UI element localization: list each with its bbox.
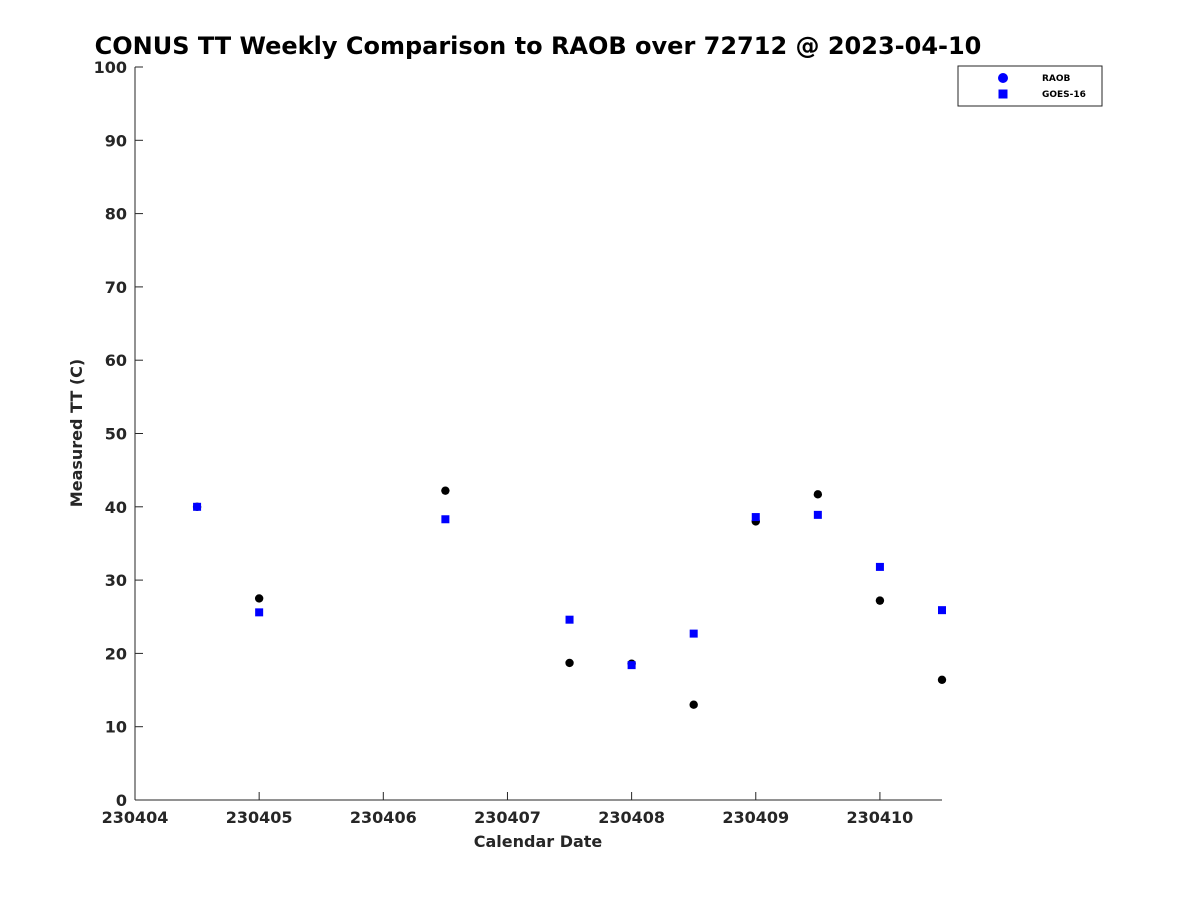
point-goes-16 bbox=[751, 513, 760, 522]
x-tick-label: 230404 bbox=[102, 808, 169, 827]
point-goes-16 bbox=[255, 608, 264, 617]
y-tick-label: 50 bbox=[105, 425, 127, 444]
x-tick-label: 230405 bbox=[226, 808, 293, 827]
y-ticks: 0 10 20 30 40 50 60 70 80 90 100 bbox=[94, 58, 143, 810]
x-tick-label: 230408 bbox=[598, 808, 665, 827]
y-tick-label: 70 bbox=[105, 278, 127, 297]
y-tick-label: 80 bbox=[105, 205, 127, 224]
legend-marker-goes16 bbox=[998, 89, 1008, 99]
axes bbox=[134, 67, 942, 801]
x-tick-label: 230409 bbox=[722, 808, 789, 827]
point-raob bbox=[689, 700, 698, 709]
data-points bbox=[192, 486, 947, 709]
point-goes-16 bbox=[193, 502, 202, 511]
y-axis-label: Measured TT (C) bbox=[67, 359, 86, 507]
legend: RAOB GOES-16 bbox=[957, 65, 1103, 107]
point-goes-16 bbox=[813, 510, 822, 519]
point-goes-16 bbox=[441, 515, 450, 524]
y-tick-label: 30 bbox=[105, 571, 127, 590]
point-raob bbox=[875, 596, 885, 605]
legend-label-raob: RAOB bbox=[1042, 74, 1071, 84]
chart-title: CONUS TT Weekly Comparison to RAOB over … bbox=[95, 32, 982, 60]
point-goes-16 bbox=[565, 615, 574, 624]
point-raob bbox=[565, 658, 574, 668]
point-raob bbox=[441, 486, 450, 495]
point-raob bbox=[813, 490, 823, 499]
point-goes-16 bbox=[627, 661, 636, 670]
y-tick-label: 10 bbox=[105, 718, 127, 737]
x-tick-label: 230410 bbox=[847, 808, 914, 827]
x-tick-label: 230406 bbox=[350, 808, 417, 827]
y-tick-label: 40 bbox=[105, 498, 127, 517]
x-ticks: 230404 230405 230406 230407 230408 230409 2304… bbox=[102, 792, 914, 827]
point-goes-16 bbox=[938, 606, 946, 615]
legend-box bbox=[957, 65, 1103, 107]
point-goes-16 bbox=[689, 629, 698, 638]
legend-label-goes16: GOES-16 bbox=[1042, 90, 1086, 100]
x-axis-label: Calendar Date bbox=[474, 832, 603, 851]
y-tick-label: 90 bbox=[105, 131, 127, 150]
y-tick-label: 20 bbox=[105, 644, 127, 663]
point-raob bbox=[937, 675, 947, 684]
y-tick-label: 100 bbox=[94, 58, 127, 77]
y-tick-label: 0 bbox=[116, 791, 127, 810]
legend-marker-raob bbox=[998, 73, 1008, 83]
y-tick-label: 60 bbox=[105, 351, 127, 370]
x-tick-label: 230407 bbox=[474, 808, 541, 827]
point-raob bbox=[254, 594, 264, 603]
point-goes-16 bbox=[875, 562, 884, 571]
